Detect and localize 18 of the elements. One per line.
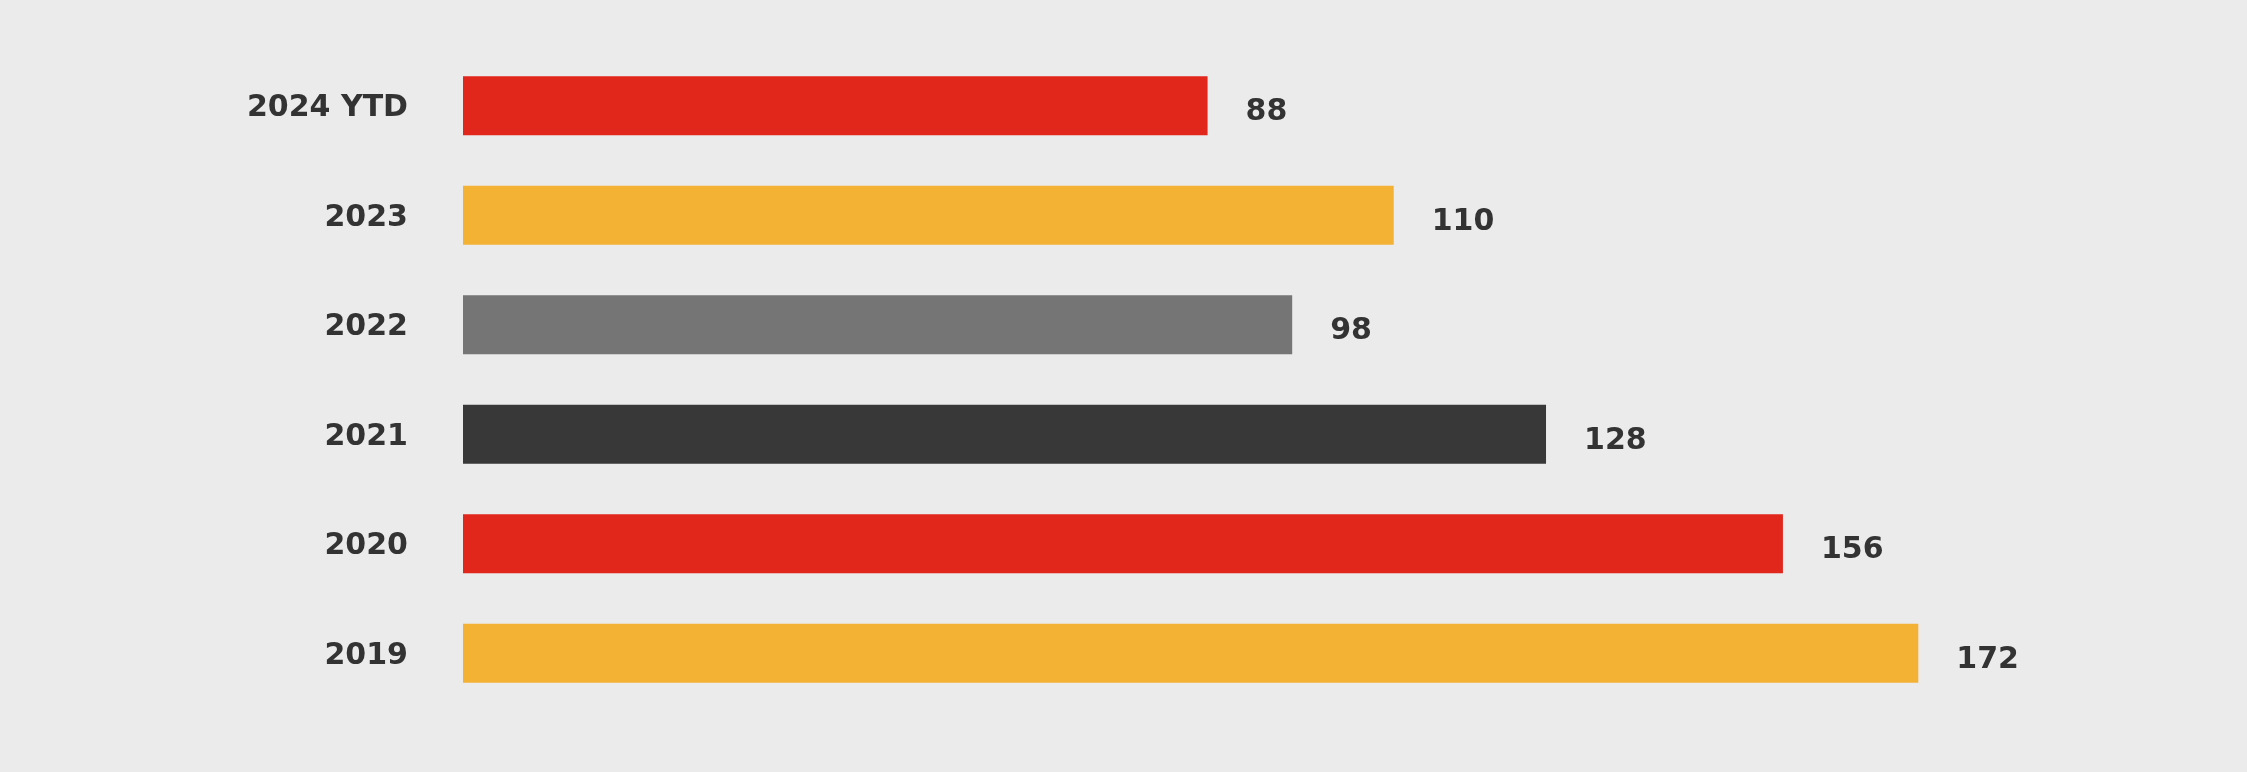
bar: [463, 295, 1293, 355]
data-label: 156: [1820, 530, 1884, 566]
bar: [463, 76, 1208, 136]
bar: [463, 404, 1547, 464]
data-label: 98: [1330, 311, 1372, 347]
data-label: 88: [1245, 92, 1288, 128]
y-tick-label: 2021: [324, 416, 408, 452]
y-tick-label: 2024 YTD: [246, 88, 408, 124]
y-tick-label: 2023: [324, 197, 408, 233]
y-tick-label: 2020: [324, 526, 408, 562]
bar: [463, 623, 1919, 683]
y-tick-label: 2019: [324, 635, 408, 671]
bar: [463, 514, 1783, 574]
bar: [463, 185, 1394, 245]
y-tick-label: 2022: [324, 307, 408, 343]
data-label: 110: [1431, 201, 1495, 237]
data-label: 128: [1584, 420, 1647, 456]
data-label: 172: [1956, 639, 2019, 675]
